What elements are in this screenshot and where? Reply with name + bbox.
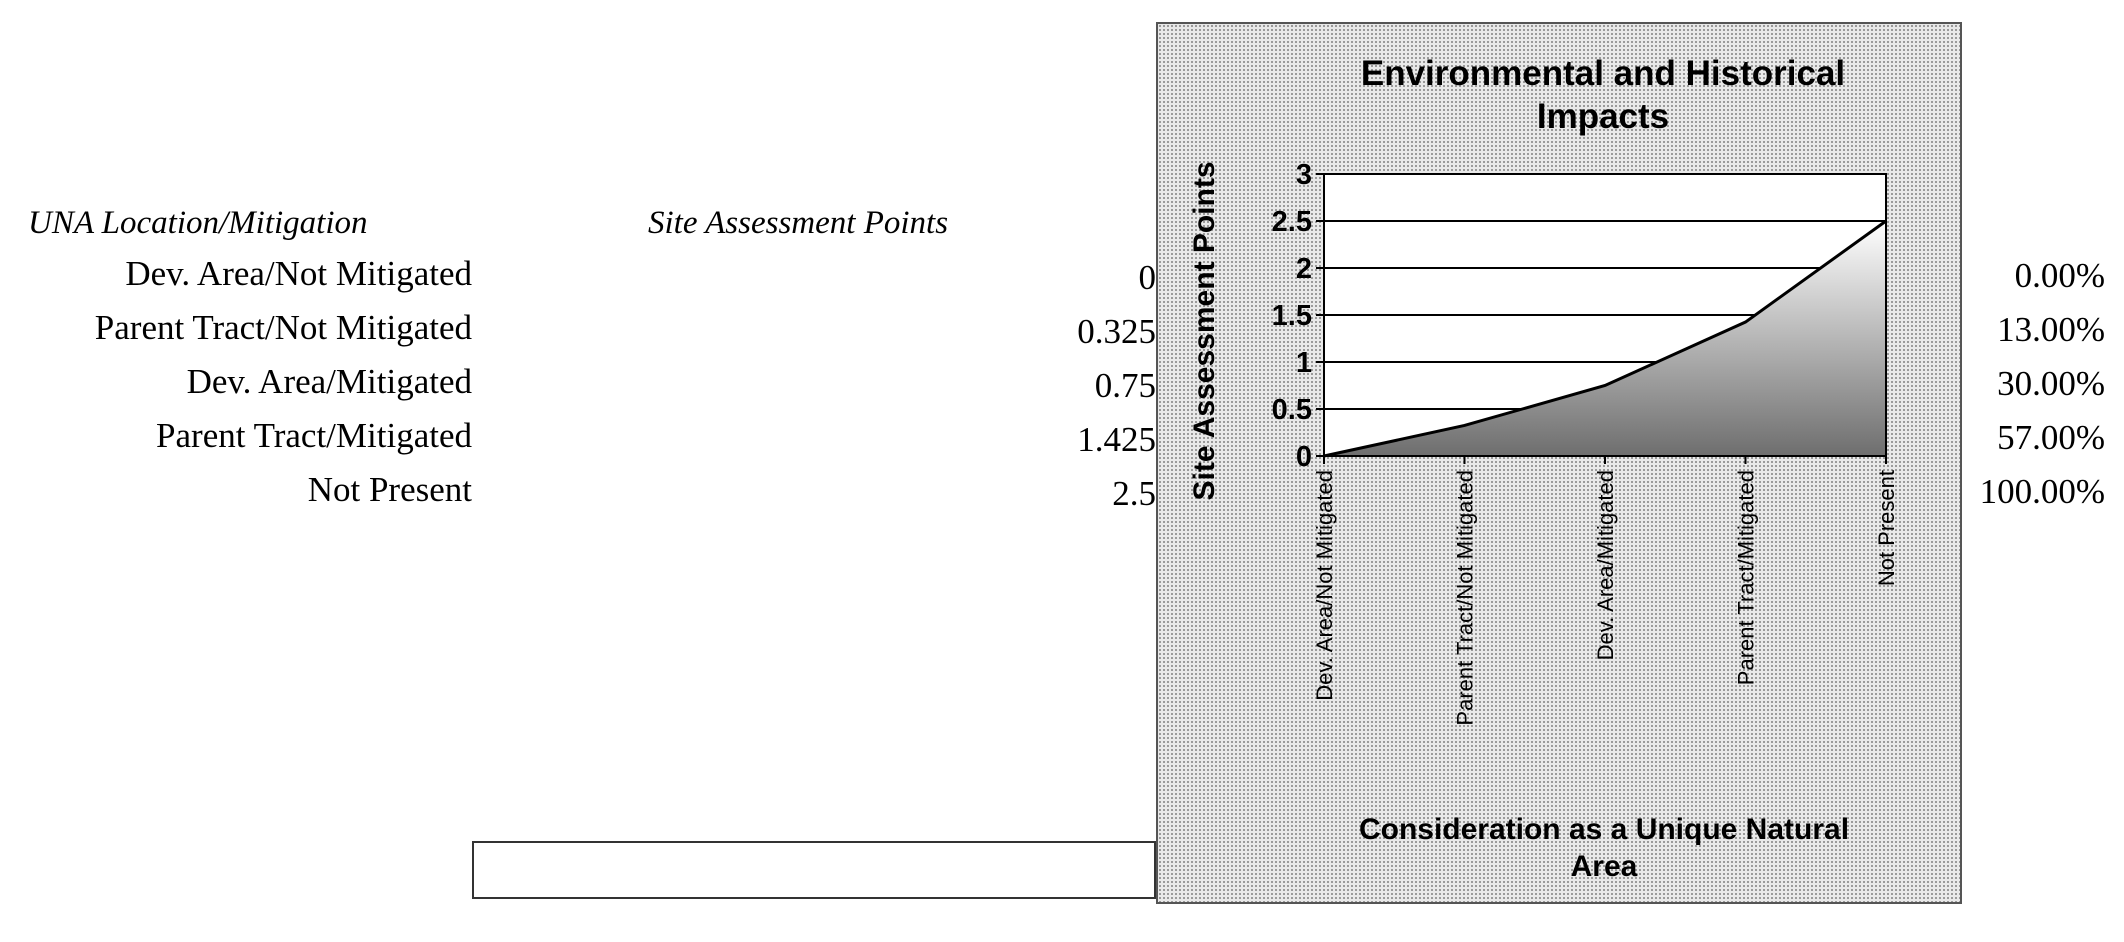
row-points: 1.425 bbox=[1077, 420, 1156, 459]
y-tick-label: 2 bbox=[1296, 253, 1312, 285]
area-fill bbox=[1324, 221, 1886, 456]
row-label: Dev. Area/Mitigated bbox=[186, 362, 472, 401]
y-tick-label: 1 bbox=[1296, 347, 1312, 379]
y-tick-label: 0 bbox=[1296, 441, 1312, 473]
row-percent: 0.00% bbox=[2014, 256, 2105, 295]
row-percent: 13.00% bbox=[1997, 310, 2105, 349]
chart-title-line: Environmental and Historical bbox=[1361, 54, 1845, 93]
row-label: Dev. Area/Not Mitigated bbox=[125, 254, 472, 293]
row-percent: 100.00% bbox=[1979, 472, 2105, 511]
x-category-label: Parent Tract/Not Mitigated bbox=[1453, 470, 1478, 726]
row-label: Parent Tract/Mitigated bbox=[156, 416, 472, 455]
y-tick-label: 2.5 bbox=[1272, 206, 1312, 238]
y-tick-label: 1.5 bbox=[1272, 300, 1312, 332]
y-axis-title: Site Assessment Points bbox=[1188, 161, 1221, 500]
column-header-points: Site Assessment Points bbox=[648, 205, 949, 241]
row-points: 0 bbox=[1138, 258, 1157, 297]
row-points: 0.75 bbox=[1094, 366, 1156, 405]
x-category-label: Dev. Area/Mitigated bbox=[1593, 470, 1618, 660]
row-percent: 30.00% bbox=[1997, 364, 2105, 403]
column-header-location: UNA Location/Mitigation bbox=[28, 205, 368, 241]
x-category-label: Not Present bbox=[1874, 470, 1899, 586]
x-category-label: Parent Tract/Mitigated bbox=[1734, 470, 1759, 685]
row-points: 0.325 bbox=[1077, 312, 1156, 351]
row-percent: 57.00% bbox=[1997, 418, 2105, 457]
y-tick-label: 0.5 bbox=[1272, 394, 1312, 426]
chart-title-line: Impacts bbox=[1537, 97, 1669, 136]
empty-text-box bbox=[472, 841, 1156, 899]
row-label: Parent Tract/Not Mitigated bbox=[94, 308, 472, 347]
x-axis-title-line: Consideration as a Unique Natural bbox=[1359, 813, 1849, 846]
x-axis-title-line: Area bbox=[1571, 850, 1638, 883]
chart-panel: Environmental and Historical Impacts Con… bbox=[1156, 22, 1962, 904]
area-chart: Environmental and Historical Impacts Con… bbox=[1188, 54, 1899, 883]
row-points: 2.5 bbox=[1112, 474, 1156, 513]
series-line bbox=[1323, 219, 1887, 458]
y-tick-label: 3 bbox=[1296, 159, 1312, 191]
row-label: Not Present bbox=[307, 470, 472, 509]
x-category-label: Dev. Area/Not Mitigated bbox=[1312, 470, 1337, 701]
